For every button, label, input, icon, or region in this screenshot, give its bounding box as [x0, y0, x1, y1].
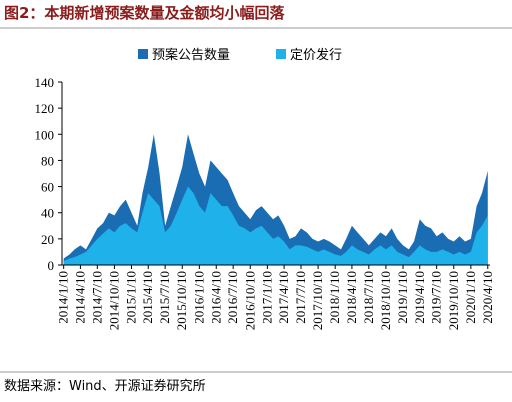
x-tick-label: 2014/7/10 — [89, 271, 104, 324]
x-tick-label: 2014/10/10 — [106, 271, 121, 330]
y-tick-label: 120 — [35, 101, 55, 116]
x-tick-label: 2016/10/10 — [242, 271, 257, 330]
x-tick-label: 2015/7/10 — [157, 271, 172, 324]
x-tick-label: 2015/4/10 — [140, 271, 155, 324]
x-tick-label: 2014/1/10 — [56, 271, 71, 324]
legend-swatch — [276, 49, 286, 59]
y-tick-label: 40 — [41, 206, 54, 221]
x-tick-label: 2020/4/10 — [480, 271, 495, 324]
x-tick-label: 2019/1/10 — [395, 271, 410, 324]
source: 数据来源：Wind、开源证券研究所 — [4, 378, 206, 394]
chart-title: 图2：本期新增预案数量及金额均小幅回落 — [4, 4, 285, 22]
x-tick-label: 2020/1/10 — [463, 271, 478, 324]
x-tick-label: 2019/4/10 — [412, 271, 427, 324]
x-tick-label: 2016/1/10 — [191, 271, 206, 324]
x-tick-label: 2018/10/10 — [378, 271, 393, 330]
x-tick-label: 2018/4/10 — [344, 271, 359, 324]
x-tick-label: 2017/7/10 — [293, 271, 308, 324]
x-tick-label: 2018/7/10 — [361, 271, 376, 324]
x-tick-label: 2018/1/10 — [327, 271, 342, 324]
legend-label: 预案公告数量 — [152, 48, 230, 63]
y-tick-label: 140 — [35, 75, 55, 90]
legend-swatch — [138, 49, 148, 59]
y-tick-label: 80 — [41, 153, 54, 168]
y-tick-label: 100 — [35, 127, 55, 142]
x-tick-label: 2015/1/10 — [124, 271, 139, 324]
x-tick-label: 2015/10/10 — [174, 271, 189, 330]
area — [63, 186, 488, 265]
x-tick-label: 2017/4/10 — [276, 271, 291, 324]
x-tick-label: 2019/10/10 — [446, 271, 461, 330]
x-tick-label: 2014/4/10 — [72, 271, 87, 324]
x-tick-label: 2017/1/10 — [259, 271, 274, 324]
y-tick-label: 0 — [48, 258, 55, 273]
x-tick-label: 2017/10/10 — [310, 271, 325, 330]
y-tick-label: 20 — [41, 232, 54, 247]
x-tick-label: 2016/4/10 — [208, 271, 223, 324]
x-tick-label: 2019/7/10 — [429, 271, 444, 324]
legend-label: 定价发行 — [290, 47, 342, 63]
y-tick-label: 60 — [41, 180, 54, 195]
x-tick-label: 2016/7/10 — [225, 271, 240, 324]
